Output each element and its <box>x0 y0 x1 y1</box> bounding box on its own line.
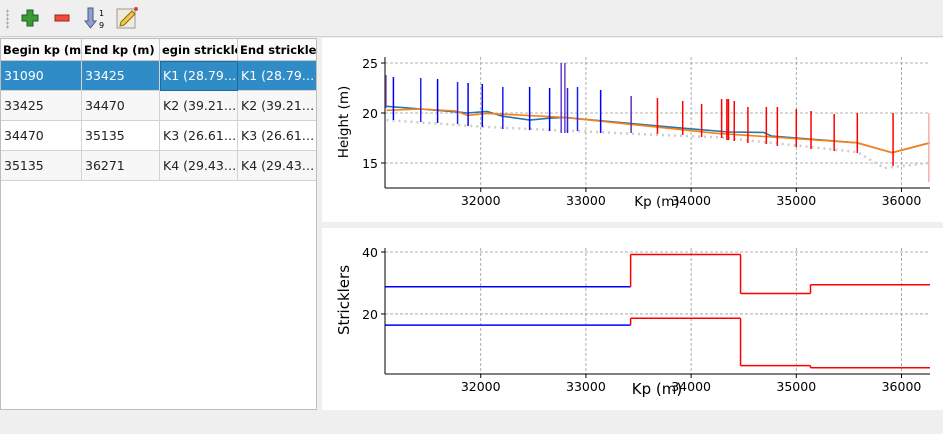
table-row[interactable]: 35135 36271 K4 (29.43… K4 (29.43… <box>1 150 316 181</box>
cell-end-strickler[interactable]: K1 (28.79… <box>237 60 316 91</box>
column-header-begin-strickler[interactable]: egin strickle <box>159 39 238 61</box>
cell-end-kp[interactable]: 35135 <box>81 120 160 151</box>
column-header-begin-kp[interactable]: Begin kp (m) <box>1 39 82 61</box>
cell-begin-kp[interactable]: 35135 <box>1 150 82 181</box>
remove-row-button[interactable] <box>50 6 74 30</box>
cell-begin-kp[interactable]: 33425 <box>1 90 82 121</box>
cell-end-strickler[interactable]: K4 (29.43… <box>237 150 316 181</box>
cell-end-strickler[interactable]: K3 (26.61… <box>237 120 316 151</box>
sort-ascending-icon: 1 9 <box>84 7 104 30</box>
plus-icon <box>21 9 39 27</box>
table-row[interactable]: 31090 33425 K1 (28.79… K1 (28.79… <box>1 60 316 91</box>
edit-note-icon <box>116 7 138 29</box>
cell-end-kp[interactable]: 33425 <box>81 60 160 91</box>
cell-end-kp[interactable]: 36271 <box>81 150 160 181</box>
minus-icon <box>54 14 70 22</box>
cell-begin-strickler[interactable]: K2 (39.21… <box>159 90 238 121</box>
reach-table: Begin kp (m) End kp (m) egin strickle En… <box>0 38 317 410</box>
toolbar: 1 9 <box>0 0 943 37</box>
cell-end-strickler[interactable]: K2 (39.21… <box>237 90 316 121</box>
cell-end-kp[interactable]: 34470 <box>81 90 160 121</box>
edit-button[interactable] <box>115 6 139 30</box>
plot-splitter-handle[interactable] <box>322 222 943 228</box>
table-row[interactable]: 33425 34470 K2 (39.21… K2 (39.21… <box>1 90 316 121</box>
svg-text:9: 9 <box>99 21 104 30</box>
cell-begin-strickler[interactable]: K1 (28.79… <box>159 60 238 91</box>
cell-begin-strickler[interactable]: K4 (29.43… <box>159 150 238 181</box>
sort-button[interactable]: 1 9 <box>84 6 108 30</box>
column-header-end-kp[interactable]: End kp (m) <box>81 39 160 61</box>
cell-begin-kp[interactable]: 34470 <box>1 120 82 151</box>
svg-text:1: 1 <box>99 9 104 18</box>
cell-begin-kp[interactable]: 31090 <box>1 60 82 91</box>
cell-begin-strickler[interactable]: K3 (26.61… <box>159 120 238 151</box>
add-row-button[interactable] <box>18 6 42 30</box>
toolbar-grip[interactable] <box>6 9 9 29</box>
column-header-end-strickler[interactable]: End strickler <box>237 39 316 61</box>
table-row[interactable]: 34470 35135 K3 (26.61… K3 (26.61… <box>1 120 316 151</box>
status-bar <box>0 410 943 434</box>
